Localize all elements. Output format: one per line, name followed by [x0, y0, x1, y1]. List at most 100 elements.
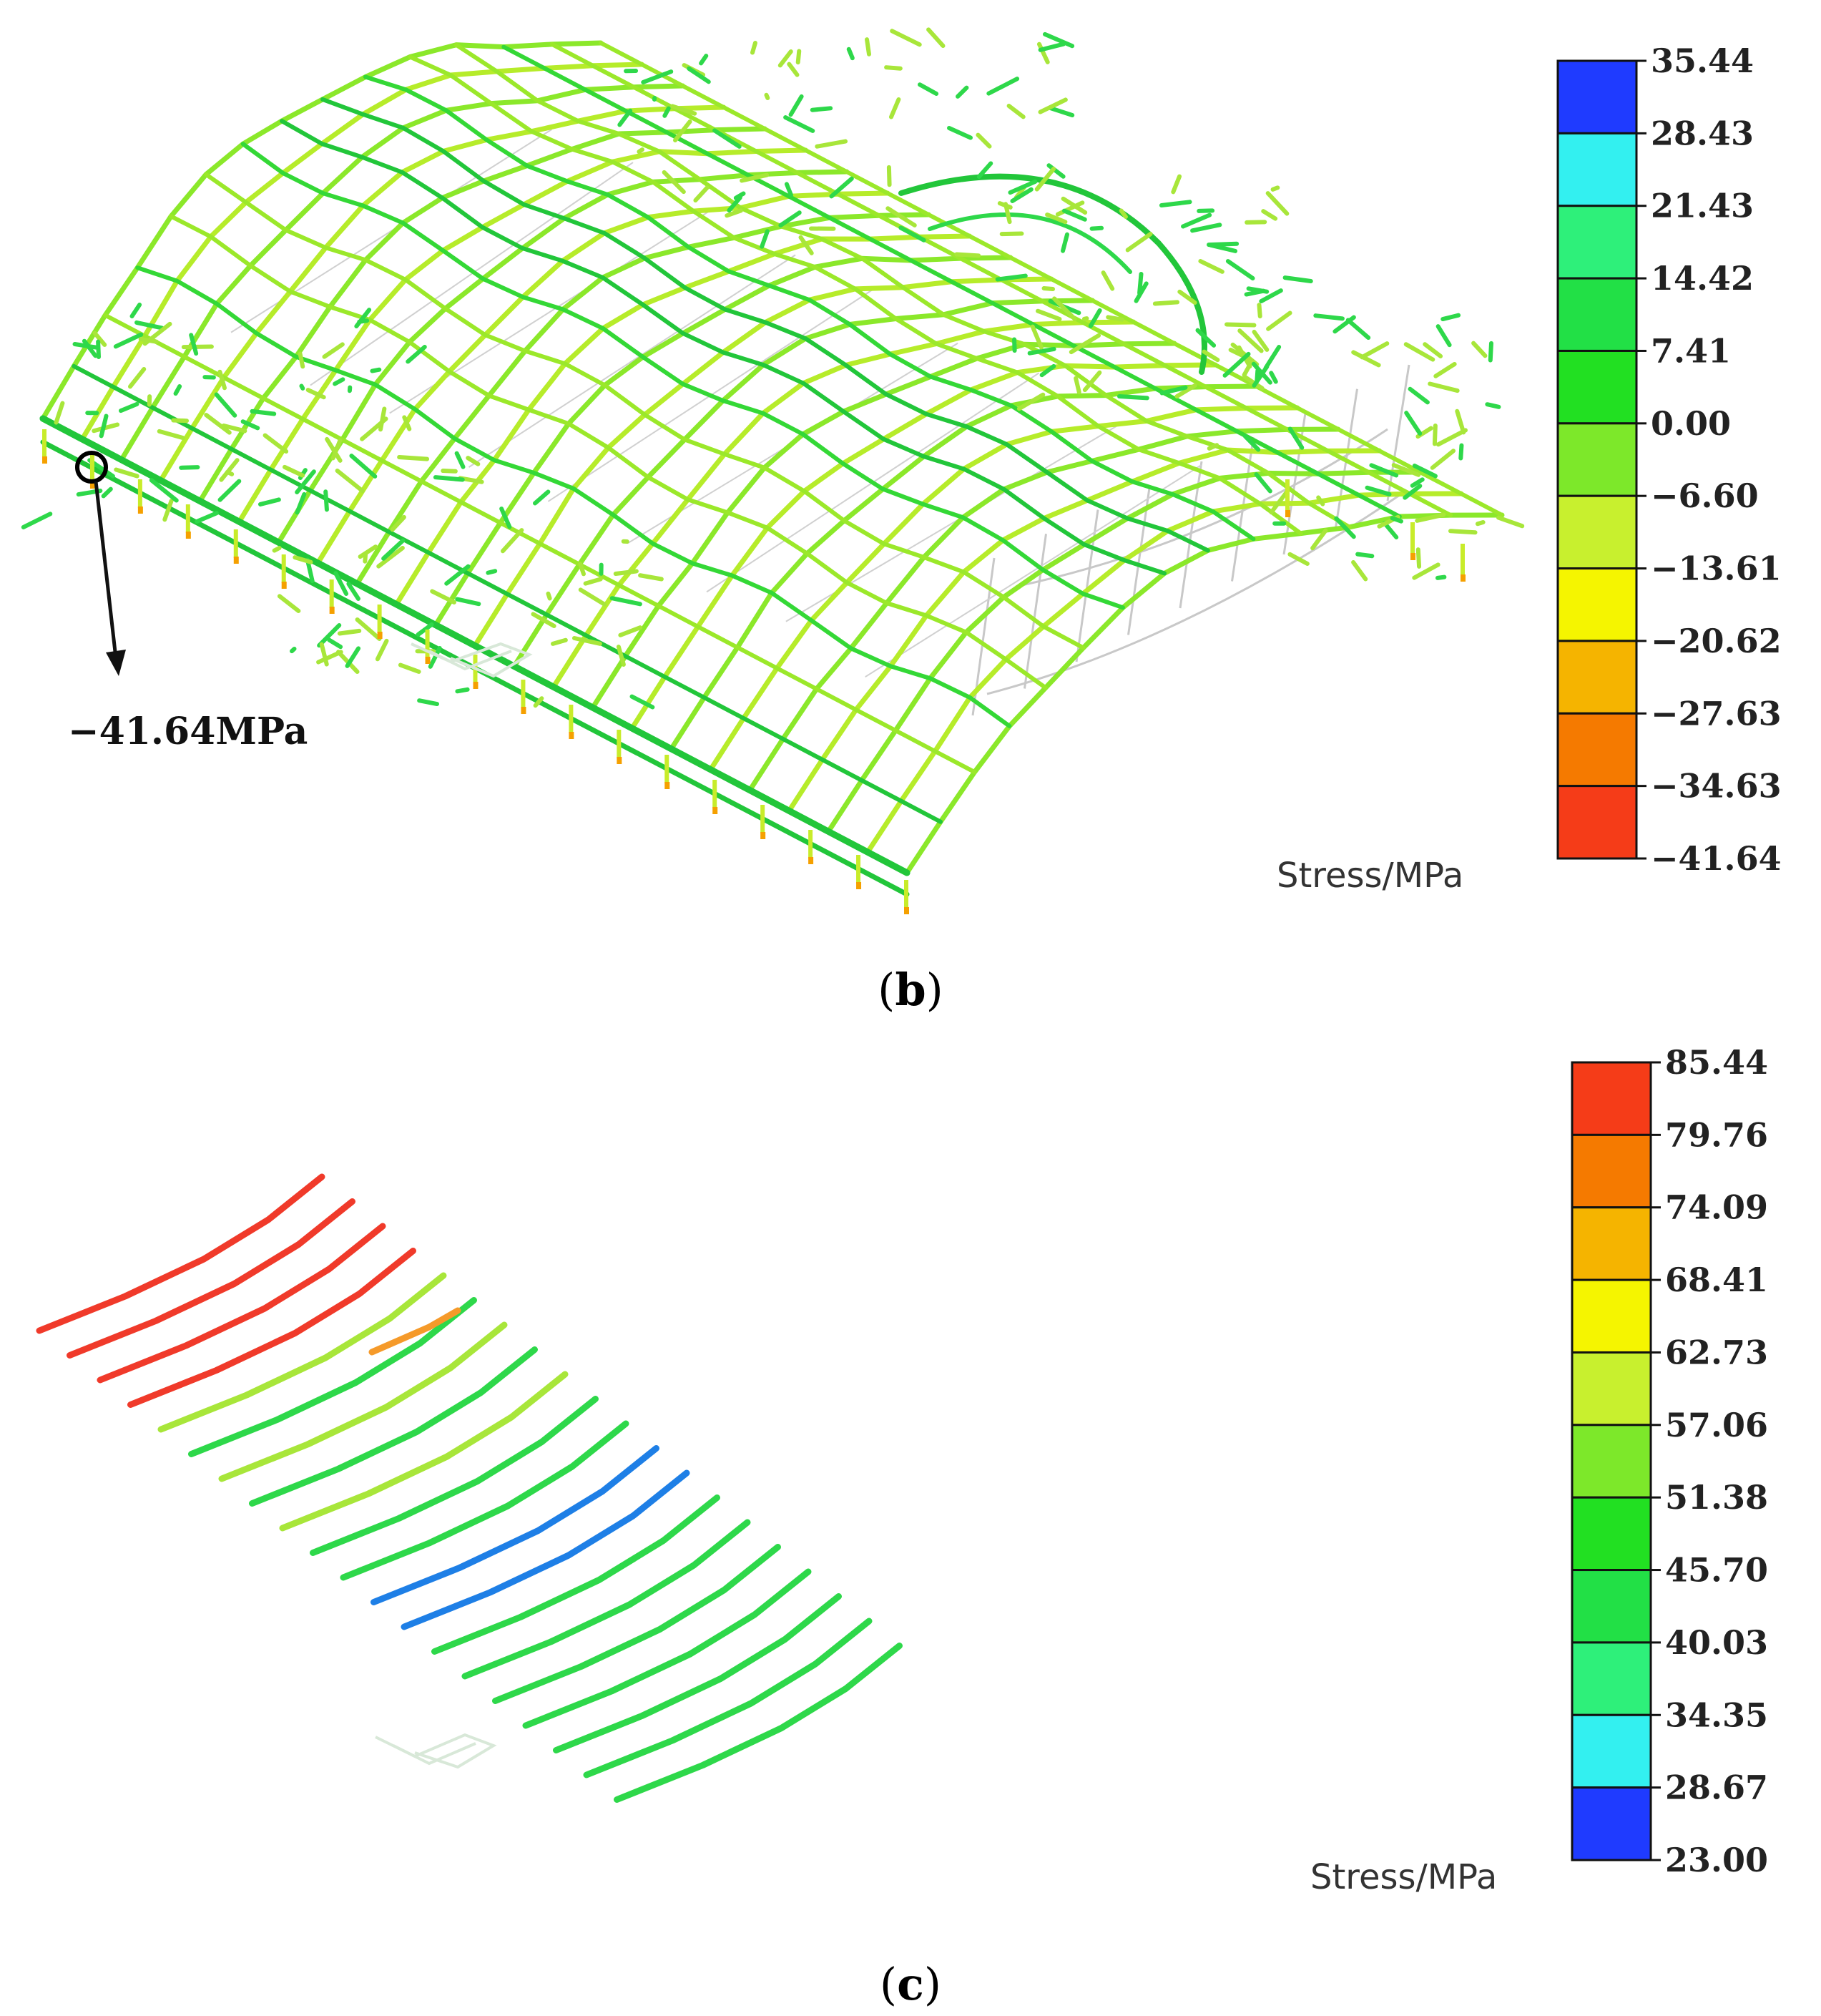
brace-member — [217, 369, 227, 391]
brace-member — [1055, 200, 1085, 217]
colorbar-c-unit: Stress/MPa — [1310, 1857, 1497, 1897]
colorbar-tick-label: 85.44 — [1665, 1043, 1768, 1082]
brace-member — [157, 429, 185, 441]
brace-member — [1181, 212, 1212, 229]
brace-member — [986, 77, 1020, 96]
longitudinal-member — [72, 363, 943, 824]
brace-member — [926, 27, 946, 49]
brace-member — [1435, 428, 1468, 447]
brace-member — [1282, 275, 1313, 284]
max-stress-callout: −41.64MPa — [68, 710, 308, 753]
colorbar-tick-label: 28.67 — [1665, 1768, 1768, 1807]
brace-member — [433, 475, 465, 482]
brace-member — [884, 65, 903, 71]
arch-frame-member — [904, 512, 1505, 876]
brace-member — [1261, 209, 1278, 221]
brace-member — [402, 415, 412, 431]
brace-member — [1202, 349, 1220, 363]
support-base — [137, 507, 143, 514]
longitudinal-member — [280, 119, 1167, 576]
arch-member-line — [127, 1248, 416, 1408]
support-base — [904, 907, 909, 914]
longitudinal-member — [135, 265, 1012, 728]
brace-member — [1455, 408, 1466, 435]
brace-member — [219, 458, 240, 482]
brace-member — [345, 646, 361, 668]
colorbar-band — [1556, 205, 1638, 280]
brace-member — [323, 489, 329, 512]
brace-member — [195, 511, 219, 524]
arch-member-line — [188, 1297, 477, 1457]
brace-member — [217, 479, 242, 502]
panel-b-letter: b — [895, 964, 926, 1016]
brace-member — [829, 176, 854, 199]
brace-member — [1254, 472, 1272, 494]
brace-member — [1435, 324, 1452, 348]
support-base — [425, 657, 431, 664]
brace-member — [330, 438, 343, 461]
axis-triad-icon — [375, 1733, 497, 1769]
brace-member — [693, 185, 710, 203]
brace-member — [578, 562, 586, 577]
brace-member — [533, 696, 544, 708]
brace-member — [1052, 296, 1077, 321]
brace-member — [810, 106, 833, 112]
undeformed-member — [1015, 428, 1388, 588]
colorbar-tick-label: −6.60 — [1651, 476, 1759, 515]
brace-member — [82, 338, 98, 358]
longitudinal-member — [169, 214, 1048, 690]
brace-member — [1412, 464, 1438, 479]
brace-member — [1038, 97, 1068, 114]
brace-member — [171, 418, 190, 424]
brace-member — [240, 419, 260, 431]
brace-member — [99, 414, 109, 439]
brace-member — [1269, 371, 1278, 384]
brace-member — [317, 622, 342, 648]
colorbar-band — [1571, 1713, 1652, 1789]
colorbar-band — [1571, 1133, 1652, 1209]
brace-member — [890, 29, 922, 47]
brace-member — [1259, 288, 1283, 304]
brace-member — [1089, 225, 1104, 231]
arch-member-segment — [368, 1307, 461, 1356]
arch-member-line — [67, 1198, 355, 1359]
eave-beam — [39, 415, 910, 876]
brace-member — [1412, 562, 1440, 580]
arch-member-line — [522, 1568, 812, 1729]
support-base — [185, 532, 191, 539]
brace-member — [299, 383, 305, 391]
arch-member-line — [249, 1346, 538, 1507]
arch-member-line — [157, 1272, 447, 1433]
undeformed-structure-wireframe — [971, 364, 1410, 716]
brace-member — [1351, 559, 1368, 582]
brace-member — [1269, 489, 1290, 515]
brace-member — [1224, 322, 1257, 328]
brace-member — [865, 37, 872, 57]
brace-member — [1012, 337, 1017, 353]
brace-member — [319, 642, 329, 667]
brace-member — [1415, 512, 1446, 523]
brace-member — [327, 637, 343, 650]
colorbar-band — [1556, 567, 1638, 642]
support-base — [233, 557, 239, 564]
brace-member — [54, 401, 65, 425]
colorbar-band — [1556, 132, 1638, 207]
arch-member-line — [431, 1494, 720, 1655]
brace-member — [381, 538, 406, 561]
colorbar-tick-label: −13.61 — [1651, 549, 1782, 588]
brace-member — [795, 49, 802, 65]
longitudinal-member — [240, 142, 1125, 610]
arch-member-line — [401, 1469, 690, 1630]
brace-member — [298, 351, 305, 369]
longitudinal-member — [599, 41, 1504, 517]
colorbar-tick-label: 0.00 — [1651, 404, 1731, 443]
longitudinal-member — [363, 74, 1256, 542]
support-base — [856, 882, 862, 889]
brace-member — [764, 92, 770, 100]
colorbar-tick-label: 68.41 — [1665, 1261, 1768, 1299]
brace-member — [733, 191, 746, 200]
brace-member — [784, 182, 793, 197]
support-base — [617, 757, 622, 764]
brace-member — [390, 514, 406, 532]
colorbar-band — [1556, 422, 1638, 497]
